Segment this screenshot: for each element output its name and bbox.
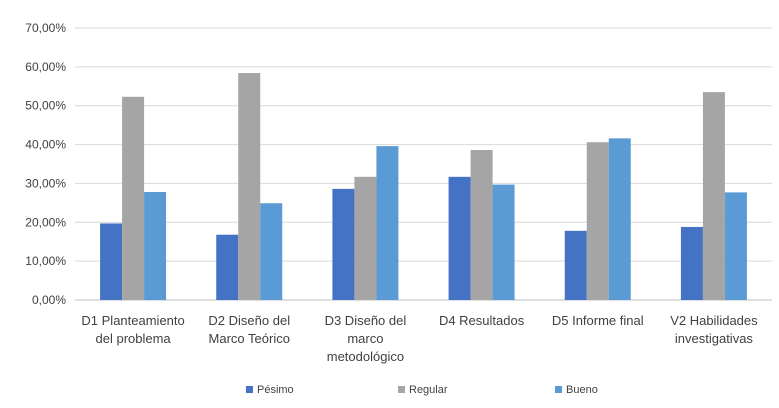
x-category-label: D4 Resultados [439,313,525,328]
x-category-label: V2 Habilidades investigativas [670,313,758,346]
bar [564,230,587,300]
y-tick-label: 70,00% [25,21,66,35]
bar [376,146,399,300]
bar [448,176,471,300]
y-tick-label: 20,00% [25,215,66,229]
bar [586,142,609,300]
bar [238,73,261,301]
y-tick-label: 40,00% [25,138,66,152]
gridlines [75,27,772,301]
y-tick-label: 50,00% [25,99,66,113]
legend-label: Pésimo [257,384,294,396]
x-category-label: D2 Diseño del Marco Teórico [208,313,290,346]
y-axis-tick-labels: 0,00% 10,00% 20,00% 30,00% 40,00% 50,00% 60,00… [25,21,66,307]
legend: Pésimo Regular Bueno [246,384,598,396]
bar [702,92,725,300]
bars [100,73,747,301]
bar [492,184,515,300]
bar [144,191,167,300]
y-tick-label: 60,00% [25,60,66,74]
legend-swatch [398,386,405,393]
x-category-label: D3 Diseño del marco metodológico [325,313,407,364]
legend-label: Regular [409,384,448,396]
x-axis-category-labels: D1 Planteamiento del problema D2 Diseño de… [81,313,758,364]
bar [724,192,747,300]
x-category-label: D1 Planteamiento del problema [81,313,184,346]
y-tick-label: 10,00% [25,254,66,268]
bar [354,176,377,300]
x-category-label: D5 Informe final [552,313,644,328]
bar [332,188,355,300]
legend-swatch [555,386,562,393]
bar [100,223,123,300]
legend-label: Bueno [566,384,598,396]
bar [122,96,145,300]
bar [470,150,493,300]
y-tick-label: 0,00% [32,293,66,307]
bar [260,203,283,300]
y-tick-label: 30,00% [25,176,66,190]
bar [216,234,239,300]
bar [608,138,631,300]
bar [680,226,703,300]
legend-swatch [246,386,253,393]
